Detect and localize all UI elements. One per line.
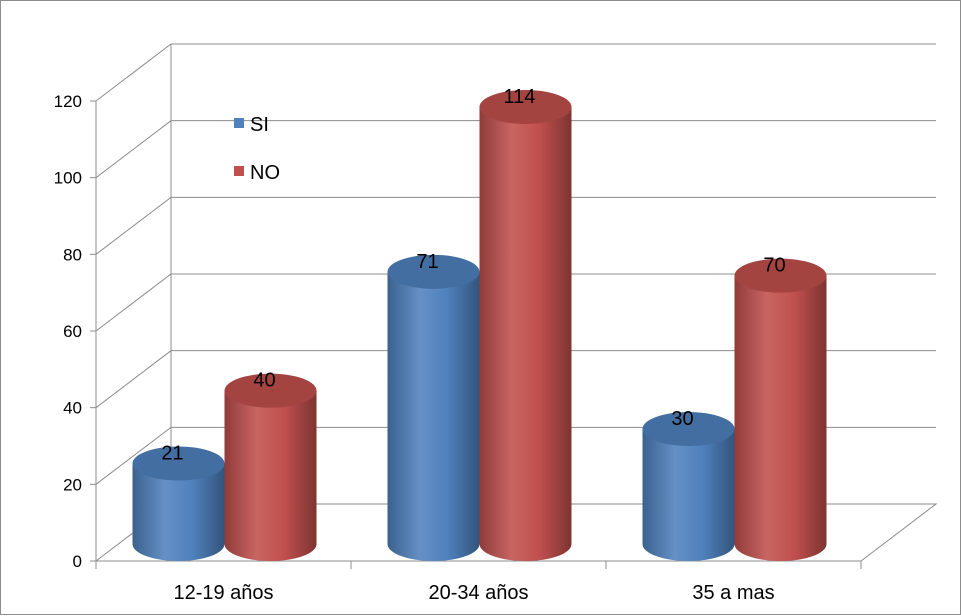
bars <box>132 90 827 561</box>
bar <box>387 254 480 561</box>
x-tick-label: 20-34 años <box>428 582 528 604</box>
bar-top <box>642 412 735 446</box>
y-tick-label: 40 <box>63 399 82 418</box>
bar <box>642 412 735 561</box>
legend-item: NO <box>234 162 280 184</box>
bar <box>132 446 225 561</box>
y-tick-label: 100 <box>54 169 82 188</box>
data-labels: 21 40 71 114 30 70 <box>161 86 785 465</box>
y-tick-label: 120 <box>54 92 82 111</box>
bar-top <box>132 446 225 481</box>
bar-body <box>734 275 827 561</box>
data-label: 70 <box>763 255 785 277</box>
gridline <box>95 350 936 409</box>
y-tick-label: 0 <box>73 552 82 571</box>
x-tick-labels: 12-19 años 20-34 años 35 a mas <box>173 582 774 604</box>
bar-top <box>479 90 572 124</box>
bar-body <box>132 463 225 561</box>
gridline <box>95 43 936 102</box>
gridline <box>95 273 936 332</box>
gridline <box>95 196 936 255</box>
bar-top <box>224 373 317 408</box>
data-label: 40 <box>253 370 275 392</box>
legend-label: SI <box>250 114 269 136</box>
x-tick-label: 12-19 años <box>173 582 273 604</box>
gridline <box>95 120 936 179</box>
data-label: 21 <box>161 443 183 465</box>
data-label: 71 <box>416 251 438 273</box>
bar-top <box>387 254 480 289</box>
bar-body <box>224 390 317 561</box>
bar-body <box>642 429 735 561</box>
y-tick-label: 20 <box>63 475 82 494</box>
legend-item: SI <box>234 114 269 136</box>
data-label: 114 <box>504 86 536 108</box>
y-tick-label: 60 <box>63 322 82 341</box>
bar <box>479 90 572 561</box>
bar-top <box>734 258 827 293</box>
bar <box>734 258 827 561</box>
legend-swatch <box>234 118 244 128</box>
bar <box>224 373 317 561</box>
y-tick-labels: 0 20 40 60 80 100 120 <box>54 92 82 571</box>
legend-label: NO <box>250 162 280 184</box>
legend-swatch <box>234 166 244 176</box>
bar-body <box>479 107 572 561</box>
legend: SI NO <box>234 114 280 184</box>
bar-body <box>387 271 480 561</box>
y-tick-label: 80 <box>63 245 82 264</box>
data-label: 30 <box>671 408 693 430</box>
gridlines <box>95 43 936 485</box>
axes <box>90 100 862 569</box>
x-tick-label: 35 a mas <box>692 582 774 604</box>
